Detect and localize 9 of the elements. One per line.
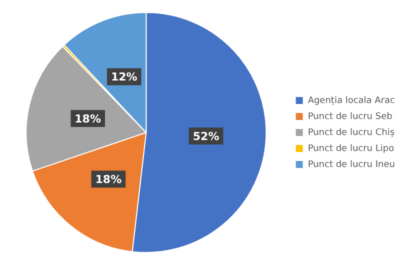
- legend-label: Punct de lucru Ineu: [308, 160, 395, 170]
- data-label: 52%: [192, 130, 220, 143]
- data-label: 12%: [110, 70, 138, 84]
- legend-label: Punct de lucru Chiș: [308, 128, 395, 138]
- legend-label: Agenția locala Arac: [308, 96, 396, 106]
- data-label: 18%: [74, 112, 101, 126]
- legend-label: Punct de lucru Lipo: [308, 144, 395, 154]
- data-label: 18%: [95, 173, 122, 186]
- legend-label: Punct de lucru Seb: [308, 112, 393, 122]
